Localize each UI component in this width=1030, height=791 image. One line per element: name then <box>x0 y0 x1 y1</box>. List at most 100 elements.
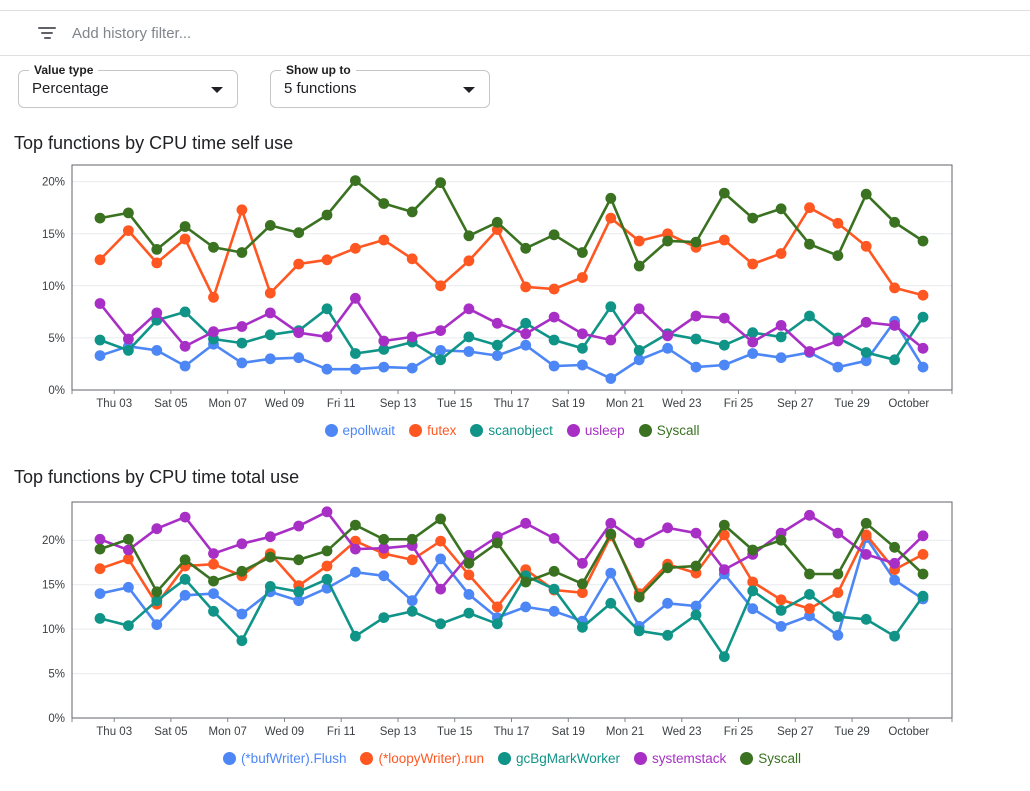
data-point[interactable] <box>406 554 418 566</box>
data-point[interactable] <box>917 590 929 602</box>
data-point[interactable] <box>605 517 617 529</box>
data-point[interactable] <box>577 328 588 340</box>
data-point[interactable] <box>463 303 475 315</box>
data-point[interactable] <box>605 373 617 384</box>
data-point[interactable] <box>832 611 844 623</box>
data-point[interactable] <box>775 203 787 215</box>
data-point[interactable] <box>718 339 730 351</box>
data-point[interactable] <box>321 506 333 518</box>
data-point[interactable] <box>804 509 815 521</box>
data-point[interactable] <box>804 202 815 214</box>
data-point[interactable] <box>94 563 106 575</box>
data-point[interactable] <box>889 320 900 331</box>
data-point[interactable] <box>633 354 645 366</box>
data-point[interactable] <box>264 220 276 231</box>
data-point[interactable] <box>463 607 475 619</box>
data-point[interactable] <box>208 548 219 559</box>
data-point[interactable] <box>94 212 106 224</box>
data-point[interactable] <box>747 544 759 556</box>
data-point[interactable] <box>350 242 361 254</box>
data-point[interactable] <box>151 244 163 255</box>
data-point[interactable] <box>832 250 844 261</box>
data-point[interactable] <box>293 595 305 607</box>
data-point[interactable] <box>860 240 872 252</box>
data-point[interactable] <box>747 348 759 359</box>
data-point[interactable] <box>123 207 134 219</box>
data-point[interactable] <box>577 272 588 283</box>
data-point[interactable] <box>860 549 872 560</box>
data-point[interactable] <box>94 298 106 309</box>
data-point[interactable] <box>378 344 390 355</box>
data-point[interactable] <box>633 345 645 356</box>
data-point[interactable] <box>463 346 475 357</box>
data-point[interactable] <box>690 600 702 612</box>
data-point[interactable] <box>406 362 418 374</box>
data-point[interactable] <box>179 360 191 372</box>
data-point[interactable] <box>633 235 645 247</box>
data-point[interactable] <box>775 331 787 343</box>
history-filter-input[interactable] <box>72 24 672 42</box>
data-point[interactable] <box>435 325 446 336</box>
data-point[interactable] <box>804 568 815 580</box>
data-point[interactable] <box>264 581 276 592</box>
data-point[interactable] <box>236 357 248 369</box>
data-point[interactable] <box>804 238 815 250</box>
data-point[interactable] <box>917 342 929 354</box>
dropdown-caret-icon[interactable] <box>211 87 223 93</box>
data-point[interactable] <box>179 511 191 523</box>
data-point[interactable] <box>406 595 418 607</box>
data-point[interactable] <box>491 350 503 361</box>
data-point[interactable] <box>520 317 532 329</box>
data-point[interactable] <box>435 354 446 366</box>
data-point[interactable] <box>775 352 787 364</box>
data-point[interactable] <box>208 326 219 338</box>
data-point[interactable] <box>123 533 134 545</box>
data-point[interactable] <box>548 334 560 346</box>
data-point[interactable] <box>747 258 759 270</box>
data-point[interactable] <box>662 235 673 247</box>
data-point[interactable] <box>832 335 844 347</box>
data-point[interactable] <box>123 544 134 556</box>
data-point[interactable] <box>775 605 787 616</box>
data-point[interactable] <box>350 630 361 642</box>
data-point[interactable] <box>406 206 418 218</box>
data-point[interactable] <box>662 330 673 342</box>
data-point[interactable] <box>123 620 134 631</box>
data-point[interactable] <box>123 225 134 236</box>
data-point[interactable] <box>718 564 730 575</box>
data-point[interactable] <box>690 333 702 345</box>
data-point[interactable] <box>321 363 333 375</box>
data-point[interactable] <box>94 543 106 555</box>
data-point[interactable] <box>520 517 532 529</box>
chart-canvas-self-use[interactable]: 0% 5% 10% 15% 20% Thu 03 Sat 05 Mon 07 Wed 09 Fri… <box>22 157 962 420</box>
data-point[interactable] <box>577 587 588 599</box>
data-point[interactable] <box>690 236 702 248</box>
data-point[interactable] <box>605 212 617 224</box>
data-point[interactable] <box>520 242 532 254</box>
data-point[interactable] <box>747 576 759 588</box>
data-point[interactable] <box>435 535 446 547</box>
data-point[interactable] <box>917 530 929 542</box>
data-point[interactable] <box>491 216 503 228</box>
data-point[interactable] <box>917 235 929 247</box>
data-point[interactable] <box>123 581 134 593</box>
data-point[interactable] <box>179 589 191 601</box>
data-point[interactable] <box>605 334 617 346</box>
data-point[interactable] <box>293 520 305 532</box>
data-point[interactable] <box>151 595 163 607</box>
data-point[interactable] <box>889 574 900 586</box>
data-point[interactable] <box>236 337 248 349</box>
data-point[interactable] <box>179 573 191 585</box>
data-point[interactable] <box>236 608 248 620</box>
data-point[interactable] <box>378 361 390 373</box>
data-point[interactable] <box>236 247 248 258</box>
data-point[interactable] <box>747 327 759 339</box>
data-point[interactable] <box>378 335 390 347</box>
data-point[interactable] <box>179 306 191 318</box>
data-point[interactable] <box>662 522 673 534</box>
data-point[interactable] <box>350 566 361 578</box>
show-up-to-select[interactable]: Show up to 5 functions <box>270 63 490 108</box>
data-point[interactable] <box>491 601 503 613</box>
data-point[interactable] <box>264 531 276 543</box>
data-point[interactable] <box>264 287 276 299</box>
